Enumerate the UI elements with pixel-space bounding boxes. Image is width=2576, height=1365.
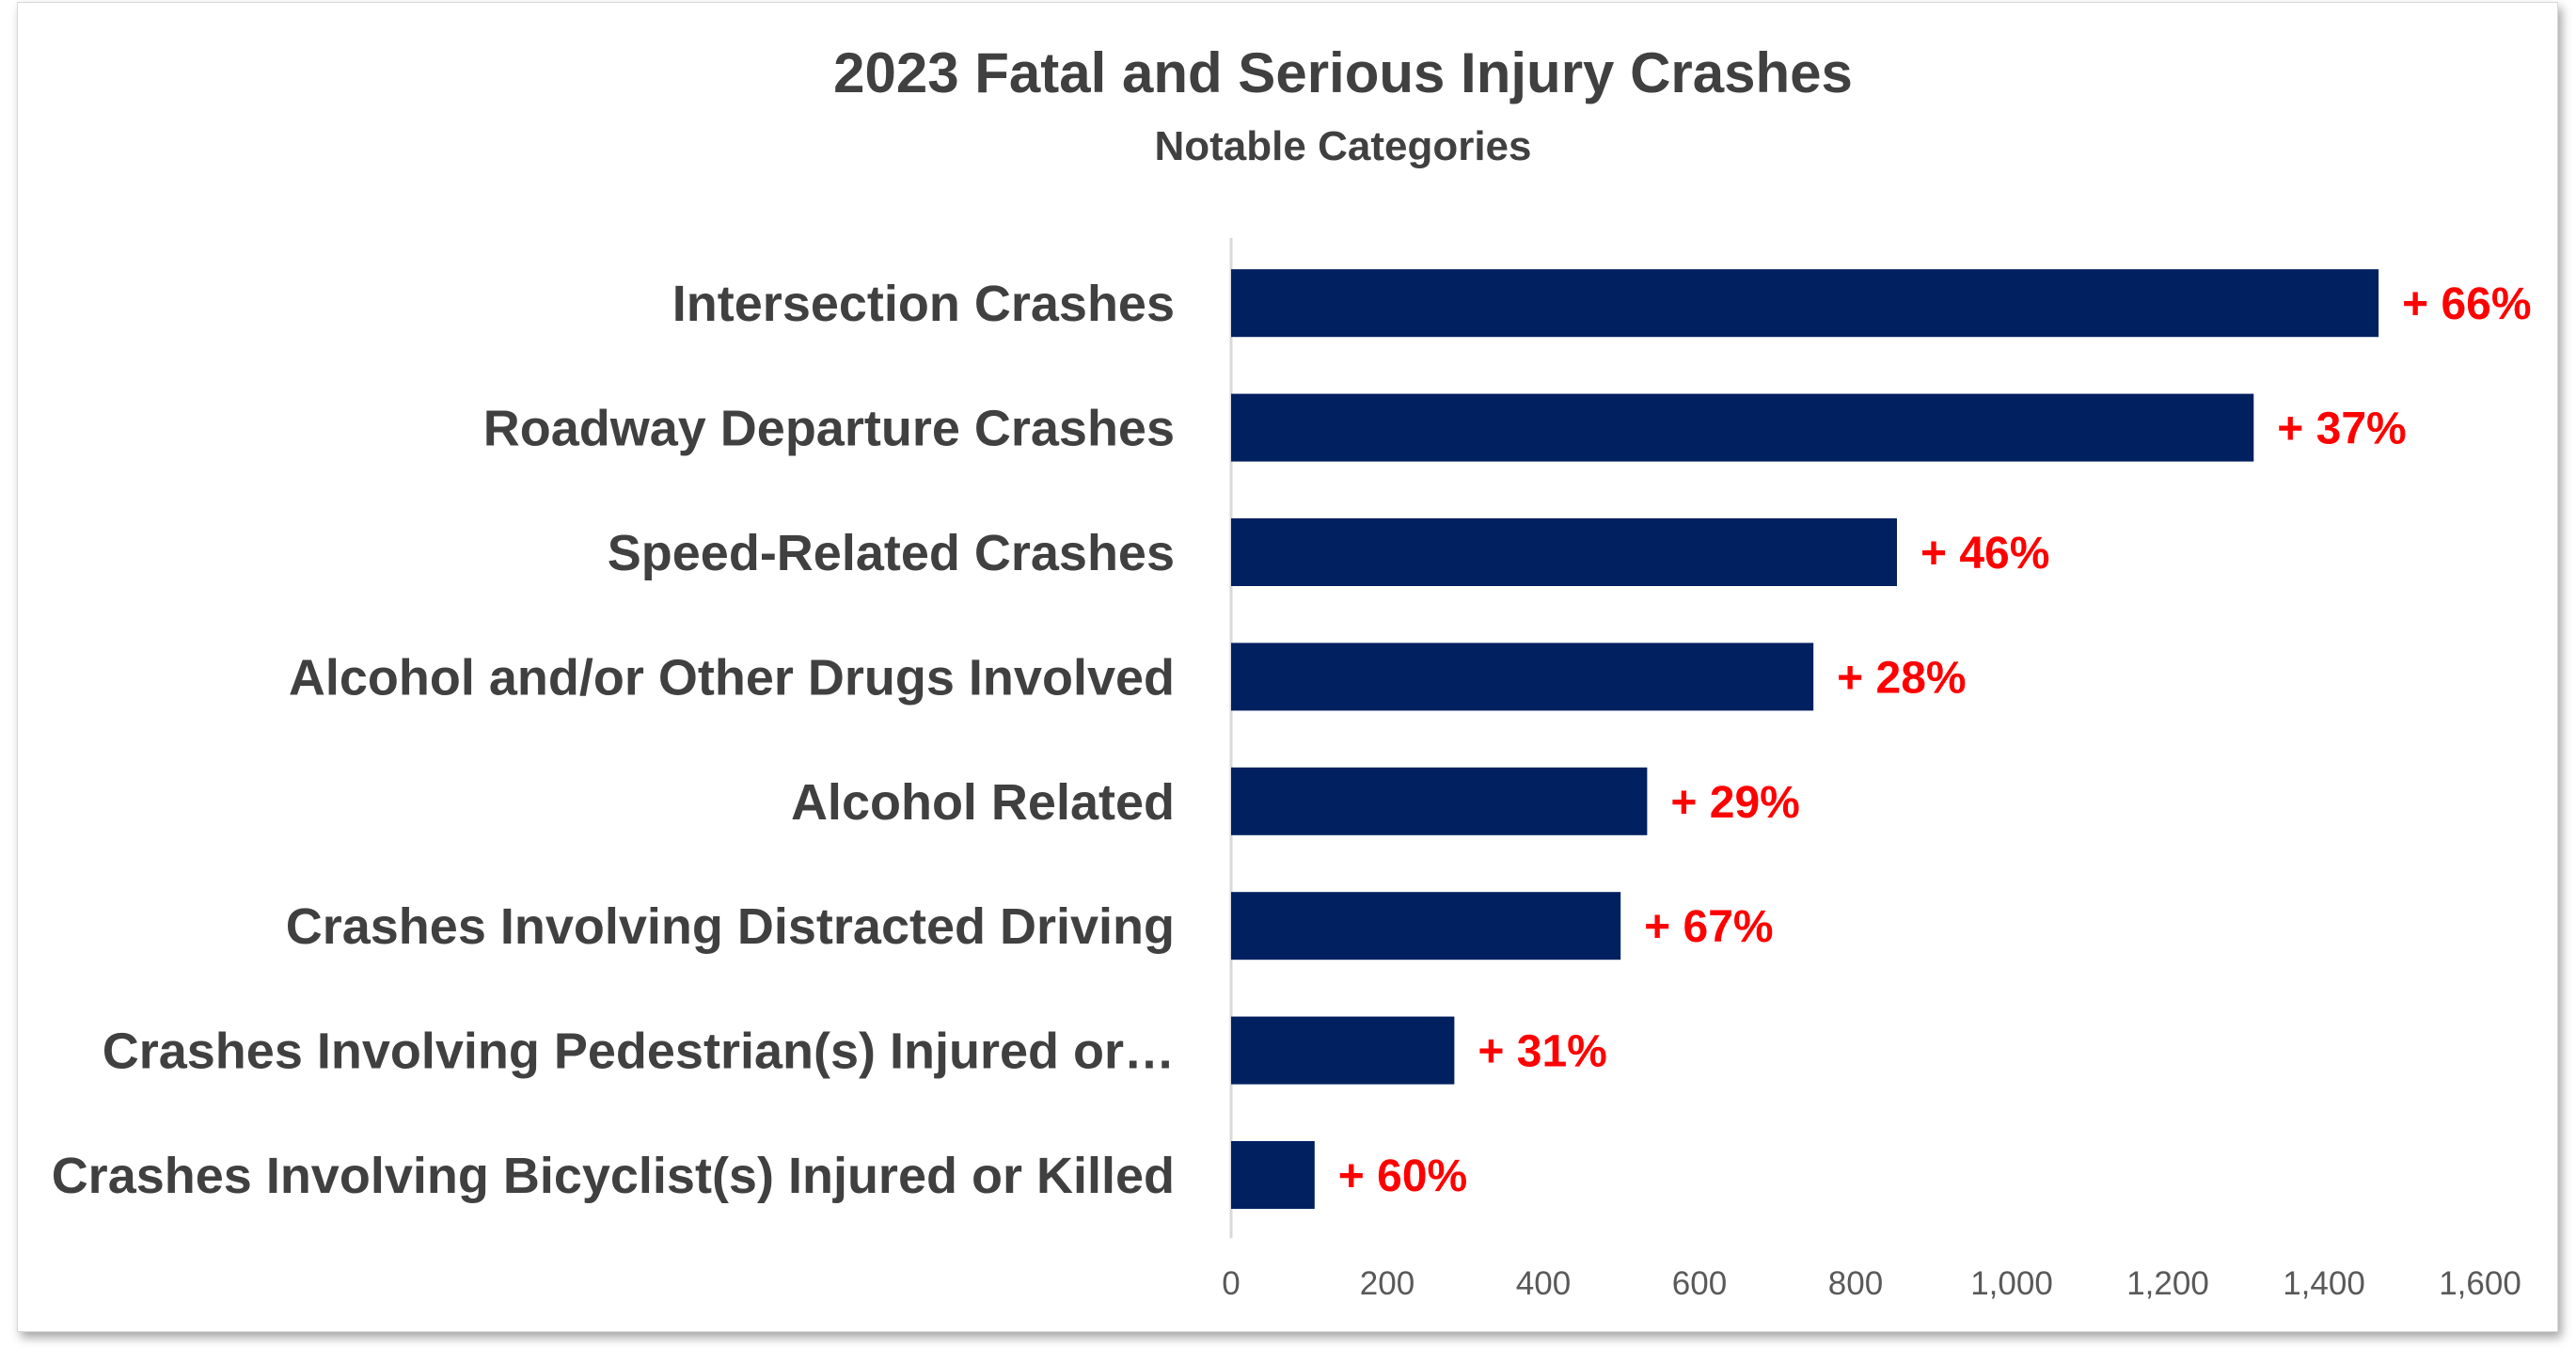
x-tick-label: 1,200 [2126, 1265, 2209, 1302]
category-label: Roadway Departure Crashes [483, 401, 1175, 457]
data-label: + 67% [1644, 902, 1773, 952]
bar [1231, 393, 2254, 462]
x-tick-label: 1,000 [1970, 1265, 2053, 1302]
category-label: Intersection Crashes [672, 276, 1175, 332]
x-tick-label: 1,600 [2439, 1265, 2521, 1302]
bar [1231, 767, 1648, 835]
chart-subtitle: Notable Categories [1155, 123, 1532, 169]
bar [1231, 1016, 1455, 1085]
category-label: Alcohol and/or Other Drugs Involved [289, 649, 1175, 706]
x-tick-label: 200 [1360, 1265, 1414, 1302]
x-tick-label: 1,400 [2283, 1265, 2365, 1302]
bar [1231, 269, 2379, 338]
chart-title: 2023 Fatal and Serious Injury Crashes [833, 41, 1853, 104]
data-label: + 46% [1920, 529, 2049, 579]
x-tick-label: 0 [1222, 1265, 1240, 1302]
data-label: + 66% [2402, 279, 2531, 329]
category-label: Crashes Involving Distracted Driving [286, 898, 1175, 955]
category-label: Crashes Involving Pedestrian(s) Injured … [103, 1024, 1175, 1080]
x-tick-label: 400 [1516, 1265, 1571, 1302]
data-label: + 60% [1338, 1151, 1467, 1201]
data-label: + 28% [1837, 653, 1966, 703]
data-label: + 37% [2277, 405, 2406, 454]
x-tick-label: 800 [1828, 1265, 1883, 1302]
data-label: + 31% [1478, 1027, 1606, 1077]
bar [1231, 643, 1814, 711]
bar [1231, 518, 1897, 586]
bar [1231, 1141, 1315, 1209]
category-label: Alcohol Related [791, 774, 1175, 831]
bar [1231, 892, 1621, 960]
category-label: Speed-Related Crashes [608, 525, 1175, 581]
x-tick-label: 600 [1672, 1265, 1727, 1302]
data-label: + 29% [1670, 778, 1799, 828]
category-label: Crashes Involving Bicyclist(s) Injured o… [52, 1148, 1175, 1204]
